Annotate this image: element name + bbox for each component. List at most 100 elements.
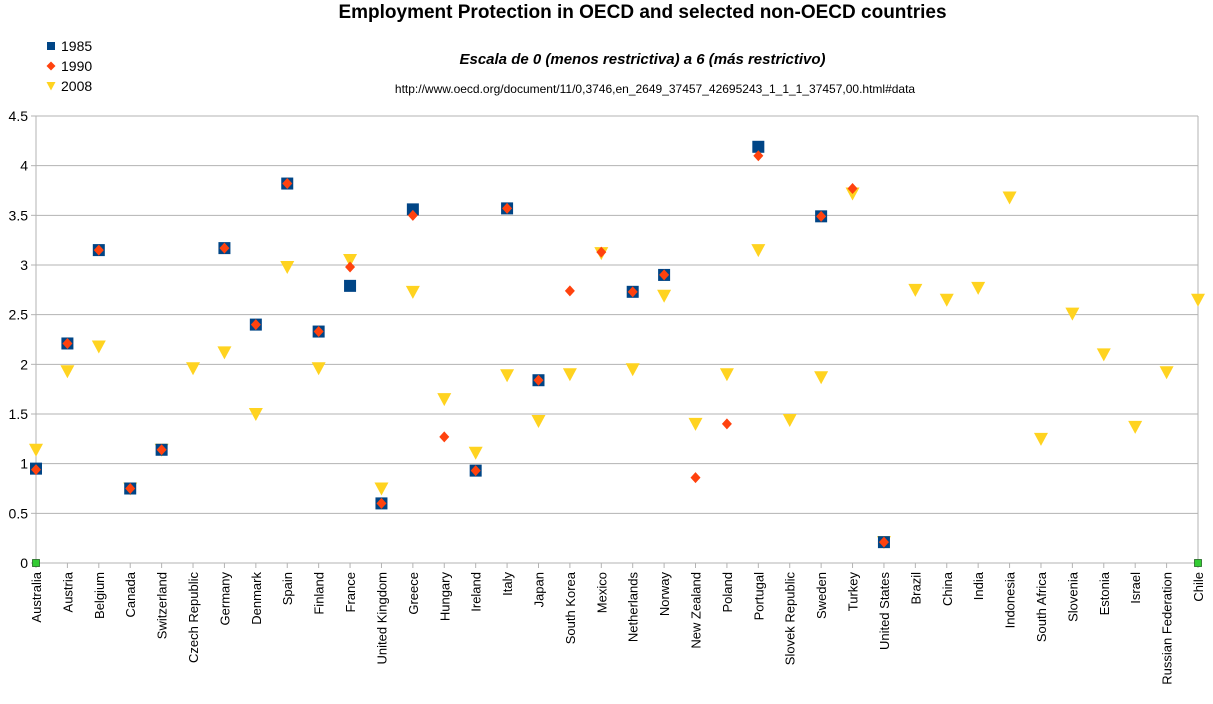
x-tick-label: Brazil bbox=[908, 572, 923, 605]
point-2008 bbox=[60, 365, 75, 379]
point-2008 bbox=[217, 346, 232, 360]
x-tick-label: New Zealand bbox=[689, 572, 704, 649]
chart-subtitle: Escala de 0 (menos restrictiva) a 6 (más… bbox=[459, 51, 826, 68]
x-tick-label: Austria bbox=[60, 571, 75, 612]
point-2008 bbox=[248, 408, 263, 421]
x-tick-label: Russian Federation bbox=[1160, 572, 1175, 685]
legend-label: 1990 bbox=[61, 58, 93, 74]
x-tick-label: Slovenia bbox=[1065, 571, 1080, 622]
point-2008 bbox=[343, 254, 358, 268]
point-1990 bbox=[659, 269, 670, 281]
point-2008 bbox=[939, 293, 954, 307]
point-2008 bbox=[814, 371, 829, 385]
point-2008 bbox=[1002, 191, 1017, 205]
point-1990 bbox=[250, 319, 261, 331]
point-1990 bbox=[93, 244, 104, 256]
y-tick-label: 3 bbox=[20, 257, 28, 273]
point-2008 bbox=[91, 340, 106, 354]
point-2008 bbox=[751, 244, 766, 258]
point-1990 bbox=[125, 483, 136, 494]
x-tick-label: Estonia bbox=[1097, 571, 1112, 615]
y-tick-label: 1.5 bbox=[9, 406, 29, 422]
point-1990 bbox=[62, 337, 73, 349]
legend: 1985 1990 2008 bbox=[46, 36, 92, 96]
x-tick-label: South Africa bbox=[1034, 571, 1049, 642]
axis-end-marker bbox=[1194, 559, 1202, 567]
x-tick-label: Denmark bbox=[249, 572, 264, 625]
point-2008 bbox=[1159, 366, 1174, 380]
y-tick-label: 4.5 bbox=[9, 108, 29, 124]
point-2008 bbox=[437, 393, 452, 407]
point-2008 bbox=[657, 289, 672, 303]
point-1990 bbox=[721, 418, 732, 430]
y-tick-label: 0 bbox=[20, 555, 28, 571]
point-2008 bbox=[908, 283, 923, 297]
y-tick-label: 3.5 bbox=[9, 207, 29, 223]
y-tick-label: 1 bbox=[20, 456, 28, 472]
point-2008 bbox=[468, 446, 483, 460]
x-tick-label: Netherlands bbox=[626, 572, 641, 643]
legend-square-marker bbox=[47, 42, 55, 50]
point-2008 bbox=[311, 362, 326, 376]
point-2008 bbox=[29, 443, 43, 457]
x-tick-label: India bbox=[971, 571, 986, 600]
point-1990 bbox=[816, 210, 827, 222]
point-2008 bbox=[719, 368, 734, 382]
x-tick-label: Italy bbox=[500, 572, 515, 596]
point-1990 bbox=[313, 326, 324, 338]
point-1985 bbox=[406, 203, 419, 216]
point-1990 bbox=[219, 242, 230, 254]
x-tick-label: Poland bbox=[720, 572, 735, 612]
legend-diamond-marker bbox=[46, 61, 56, 71]
point-1990 bbox=[31, 464, 41, 476]
point-1990 bbox=[627, 286, 638, 298]
x-tick-label: Finland bbox=[312, 572, 327, 615]
point-1990 bbox=[564, 285, 575, 297]
point-2008 bbox=[186, 362, 201, 376]
x-tick-label: Slovek Republic bbox=[783, 572, 798, 666]
point-2008 bbox=[782, 413, 797, 427]
point-2008 bbox=[625, 363, 640, 377]
point-1990 bbox=[282, 178, 293, 190]
x-tick-label: Norway bbox=[657, 572, 672, 617]
point-2008 bbox=[971, 281, 986, 295]
point-2008 bbox=[562, 368, 577, 382]
x-tick-label: Portugal bbox=[751, 572, 766, 621]
point-2008 bbox=[1096, 348, 1111, 362]
point-1990 bbox=[690, 472, 701, 484]
point-2008 bbox=[1065, 307, 1080, 321]
x-tick-label: Chile bbox=[1191, 572, 1206, 602]
point-1990 bbox=[407, 209, 418, 221]
x-tick-label: Sweden bbox=[814, 572, 829, 619]
legend-label: 1985 bbox=[61, 38, 93, 54]
x-tick-label: Ireland bbox=[469, 572, 484, 612]
x-tick-label: United States bbox=[877, 572, 892, 651]
point-2008 bbox=[1191, 293, 1205, 307]
point-1990 bbox=[847, 183, 858, 195]
x-tick-label: France bbox=[343, 572, 358, 612]
point-1990 bbox=[753, 150, 764, 162]
chart-title: Employment Protection in OECD and select… bbox=[338, 2, 947, 23]
legend-triangle-marker bbox=[46, 82, 56, 91]
point-2008 bbox=[531, 414, 546, 428]
point-2008 bbox=[688, 417, 703, 431]
point-1990 bbox=[156, 444, 167, 456]
point-1990 bbox=[439, 431, 450, 443]
x-tick-label: Belgium bbox=[92, 572, 107, 619]
point-1990 bbox=[345, 261, 356, 273]
x-tick-label: Hungary bbox=[437, 572, 452, 622]
y-tick-label: 0.5 bbox=[9, 505, 29, 521]
point-1990 bbox=[470, 465, 481, 477]
y-tick-label: 4 bbox=[20, 158, 28, 174]
point-1990 bbox=[502, 202, 513, 214]
y-tick-label: 2.5 bbox=[9, 307, 29, 323]
x-tick-label: Mexico bbox=[594, 572, 609, 613]
x-tick-label: Turkey bbox=[846, 572, 861, 612]
x-tick-label: China bbox=[940, 571, 955, 606]
x-tick-label: Australia bbox=[29, 571, 44, 622]
x-tick-label: Israel bbox=[1128, 572, 1143, 604]
x-tick-label: Greece bbox=[406, 572, 421, 615]
legend-item-2008: 2008 bbox=[46, 76, 92, 96]
axis-end-marker bbox=[32, 559, 40, 567]
